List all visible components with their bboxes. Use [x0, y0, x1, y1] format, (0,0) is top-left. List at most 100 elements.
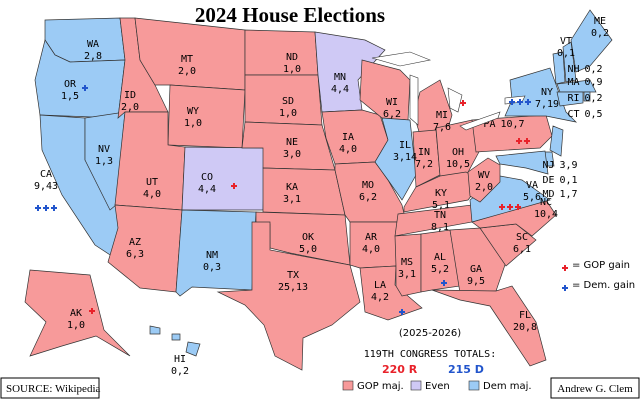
state-seats: 4,0 — [143, 189, 161, 200]
state — [556, 91, 584, 107]
state — [107, 204, 183, 293]
state-label: KY 5,1 — [432, 188, 450, 211]
state-label: NJ 3,9 — [542, 160, 577, 171]
state-abbr: MI — [436, 110, 448, 121]
gain-marker — [89, 308, 95, 314]
gain-marker — [51, 205, 57, 211]
state — [24, 269, 131, 357]
title: 2024 House Elections — [195, 3, 385, 27]
state — [216, 221, 361, 371]
state-seats: 2,0 — [475, 182, 493, 193]
state-seats: 3,9 — [559, 160, 577, 171]
gain-marker — [509, 99, 515, 105]
state-label: MD 1,7 — [542, 189, 577, 200]
state — [435, 119, 481, 177]
lake-huron — [447, 87, 463, 113]
totals-gop: 220 R — [382, 363, 418, 376]
state-seats: 6,3 — [126, 249, 144, 260]
state-label: WV 2,0 — [475, 170, 493, 193]
state-seats: 4,4 — [198, 184, 216, 195]
state-abbr: OR — [64, 79, 77, 90]
author-box — [550, 377, 640, 399]
state-abbr: ID — [124, 90, 136, 101]
state — [167, 84, 246, 149]
state-label: AK 1,0 — [67, 308, 85, 331]
state — [244, 29, 319, 76]
state-seats: 25,13 — [278, 282, 308, 293]
state-seats: 3,1 — [398, 269, 416, 280]
state-seats: 5,0 — [299, 244, 317, 255]
state-abbr: WI — [386, 97, 398, 108]
state-abbr: IA — [342, 132, 354, 143]
gain-marker — [507, 204, 513, 210]
state-label: CT 0,5 — [567, 109, 602, 120]
state-abbr: NY — [541, 87, 553, 98]
legend-gop-maj: GOP maj. — [357, 381, 404, 392]
state-abbr: GA — [470, 264, 482, 275]
state-label: MT 2,0 — [178, 54, 196, 77]
state-abbr: SC — [516, 232, 528, 243]
state-seats: 0,2 — [591, 28, 609, 39]
state-abbr: MO — [362, 180, 374, 191]
state-abbr: MA — [567, 77, 579, 88]
state-label: GA 9,5 — [467, 264, 485, 287]
state-abbr: MS — [401, 257, 413, 268]
lake-superior — [371, 51, 432, 67]
state-seats: 9,5 — [467, 276, 485, 287]
state-abbr: DE — [542, 175, 554, 186]
state-abbr: NC — [540, 197, 552, 208]
gain-marker — [43, 205, 49, 211]
state — [552, 51, 566, 85]
state-abbr: SD — [282, 96, 294, 107]
state-abbr: TX — [287, 270, 299, 281]
swatch-gop — [342, 380, 354, 391]
state-seats: 6,1 — [513, 244, 531, 255]
state-abbr: IL — [399, 140, 411, 151]
gain-marker — [82, 85, 88, 91]
state-label: IL 3,14 — [393, 140, 417, 163]
state-label: HI 0,2 — [171, 354, 189, 377]
state-seats: 6,2 — [359, 192, 377, 203]
state — [420, 229, 461, 293]
state — [583, 91, 591, 102]
source-box — [0, 377, 100, 399]
state-label: ME 0,2 — [591, 16, 609, 39]
state-label: IN 7,2 — [415, 147, 433, 170]
state-label: MN 4,4 — [331, 72, 349, 95]
state-abbr: VA — [526, 180, 538, 191]
state-abbr: CO — [201, 172, 213, 183]
state-abbr: MT — [181, 54, 193, 65]
state-seats: 3,0 — [283, 149, 301, 160]
state-abbr: OH — [452, 147, 464, 158]
state-label: WI 6,2 — [383, 97, 401, 120]
state — [570, 9, 613, 73]
state-seats: 6,2 — [383, 109, 401, 120]
state-label: WA 2,8 — [84, 39, 102, 62]
state-seats: 0,2 — [171, 366, 189, 377]
state-label: KA 3,1 — [283, 182, 301, 205]
state-label: SD 1,0 — [279, 96, 297, 119]
state-abbr: WA — [87, 39, 99, 50]
state-abbr: KY — [435, 188, 447, 199]
state-label: OR 1,5 — [61, 79, 79, 102]
state-seats: 2,0 — [178, 66, 196, 77]
state-abbr: TN — [434, 210, 446, 221]
state-seats: 5,1 — [432, 200, 450, 211]
gain-marker — [399, 309, 405, 315]
swatch-even — [410, 380, 422, 391]
state-label: MO 6,2 — [359, 180, 377, 203]
state-label: AR 4,0 — [362, 232, 380, 255]
state-abbr: NJ — [542, 160, 554, 171]
gain-marker — [499, 204, 505, 210]
state-seats: 1,0 — [283, 64, 301, 75]
state — [181, 146, 266, 211]
gain-marker — [460, 100, 466, 106]
state-label: VT 0,1 — [557, 36, 575, 59]
state-seats: 5,6 — [523, 192, 541, 203]
state-label: CO 4,4 — [198, 172, 216, 195]
state-seats: 4,0 — [362, 244, 380, 255]
state-seats: 10,7 — [500, 119, 524, 130]
state-seats: 4,2 — [371, 292, 389, 303]
state-seats: 7,19 — [535, 99, 559, 110]
state-seats: 0,2 — [584, 64, 602, 75]
